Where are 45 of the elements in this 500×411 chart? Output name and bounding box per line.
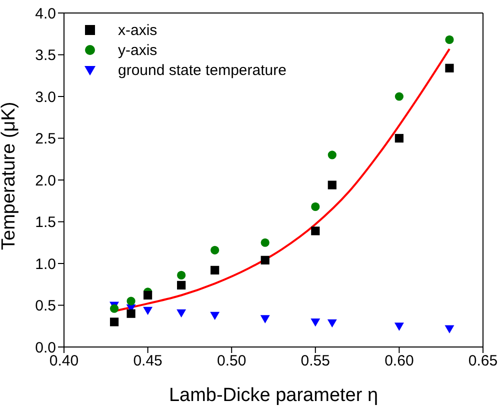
point — [110, 318, 119, 326]
point — [310, 318, 320, 327]
legend-label: y-axis — [118, 42, 158, 58]
point — [110, 304, 119, 313]
x-tick-label: 0.50 — [217, 352, 246, 370]
point — [210, 266, 220, 274]
point — [311, 202, 320, 212]
point — [328, 180, 336, 190]
point — [144, 290, 152, 300]
point — [260, 315, 270, 324]
y-tick-label: 1.5 — [35, 214, 56, 232]
point — [311, 226, 320, 236]
point — [177, 270, 186, 280]
y-tick-label: 3.0 — [35, 88, 56, 106]
point — [176, 309, 186, 318]
point — [210, 246, 220, 254]
point — [394, 134, 404, 143]
point — [210, 312, 220, 320]
x-tick-label: 0.55 — [300, 352, 330, 370]
x-tick-label: 0.60 — [384, 352, 414, 370]
point — [260, 256, 270, 264]
y-tick-label: 4.0 — [35, 5, 56, 22]
point — [126, 296, 136, 306]
x-tick-label: 0.65 — [468, 352, 498, 370]
y-tick-label: 3.5 — [35, 47, 56, 64]
point — [445, 35, 454, 44]
point — [177, 280, 186, 290]
point — [444, 325, 454, 334]
y-tick-label: 1.0 — [35, 256, 56, 273]
legend-label: x-axis — [118, 22, 158, 38]
point — [445, 64, 454, 72]
y-tick-label: 0.5 — [35, 298, 56, 315]
point — [394, 322, 404, 331]
x-tick-label: 0.45 — [133, 352, 162, 370]
x-axis-title: Lamb-Dicke parameter η — [168, 385, 378, 406]
y-tick-label: 2.0 — [35, 172, 56, 190]
y-axis-title: Temperature (μK) — [0, 102, 20, 250]
point — [327, 319, 337, 328]
point — [260, 238, 270, 247]
point — [394, 92, 404, 101]
point — [328, 150, 336, 160]
y-tick-label: 2.5 — [35, 130, 56, 148]
legend-label: ground state temperature — [118, 62, 286, 78]
point — [143, 306, 153, 315]
point — [126, 309, 136, 318]
